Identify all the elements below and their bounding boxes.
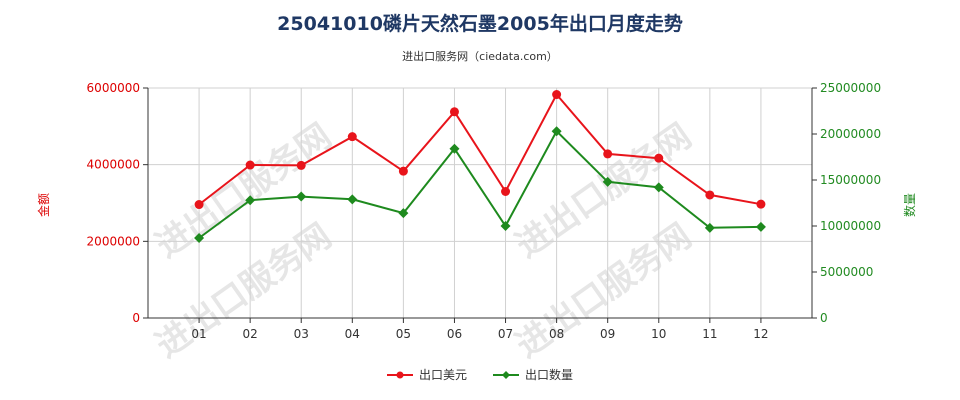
x-tick-label: 11: [702, 327, 717, 341]
data-point-quantity: [704, 222, 715, 233]
x-tick-label: 05: [396, 327, 411, 341]
series-line-quantity: [198, 129, 761, 239]
data-point-quantity: [245, 195, 256, 206]
legend: 出口美元 出口数量: [0, 366, 960, 383]
data-point-amount: [603, 149, 613, 159]
chart-title: 25041010磷片天然石墨2005年出口月度走势: [277, 13, 683, 35]
x-tick-label: 04: [345, 327, 360, 341]
series-line-amount: [198, 92, 762, 206]
data-point-quantity: [653, 182, 664, 193]
data-point-amount: [398, 166, 408, 176]
data-point-amount: [347, 132, 357, 142]
y-axis-label-right: 数量: [902, 193, 917, 217]
legend-item-amount[interactable]: 出口美元: [386, 366, 467, 383]
y-tick-label-right: 20000000: [820, 127, 881, 141]
data-point-amount: [194, 200, 204, 210]
x-tick-label: 09: [600, 327, 615, 341]
legend-marker-amount: [386, 371, 413, 378]
x-tick-label: 08: [549, 327, 564, 341]
legend-label-amount: 出口美元: [418, 368, 467, 382]
y-tick-label-left: 0: [132, 311, 140, 325]
legend-marker-quantity: [493, 370, 519, 379]
data-point-amount: [654, 153, 664, 163]
data-point-amount: [296, 160, 306, 170]
data-point-amount: [449, 107, 459, 117]
axis-layer: 0 2000000 4000000 6000000 金额 0 5000000 10000000…: [36, 81, 917, 341]
data-point-quantity: [347, 194, 358, 205]
series-layer: [194, 90, 766, 243]
x-tick-label: 01: [191, 327, 206, 341]
data-point-quantity: [500, 221, 511, 231]
legend-item-quantity[interactable]: 出口数量: [493, 366, 573, 383]
data-point-quantity: [194, 232, 205, 243]
data-point-quantity: [602, 176, 613, 187]
y-tick-label-left: 6000000: [87, 81, 140, 95]
x-tick-label: 10: [651, 327, 666, 341]
x-tick-label: 02: [243, 327, 258, 341]
data-point-quantity: [398, 208, 409, 219]
data-point-amount: [705, 190, 715, 200]
y-tick-label-left: 4000000: [87, 158, 140, 172]
x-tick-label: 06: [447, 327, 462, 341]
data-point-amount: [552, 90, 562, 100]
chart-subtitle: 进出口服务网（ciedata.com）: [402, 50, 558, 63]
y-axis-label-left: 金额: [36, 193, 51, 217]
data-point-quantity: [296, 191, 307, 202]
y-tick-label-right: 5000000: [820, 265, 873, 279]
y-tick-label-right: 0: [820, 311, 828, 325]
data-point-quantity: [449, 143, 460, 154]
y-tick-label-right: 15000000: [820, 173, 881, 187]
x-tick-label: 07: [498, 327, 513, 341]
y-tick-label-right: 25000000: [820, 81, 881, 95]
legend-label-quantity: 出口数量: [525, 368, 574, 382]
data-point-amount: [756, 199, 766, 209]
data-point-amount: [245, 160, 255, 170]
data-point-quantity: [755, 221, 766, 232]
data-point-quantity: [551, 126, 562, 137]
data-point-amount: [501, 187, 511, 196]
y-tick-label-right: 10000000: [820, 219, 881, 233]
x-tick-label: 03: [294, 327, 309, 341]
y-tick-label-left: 2000000: [87, 234, 140, 248]
x-tick-label: 12: [753, 327, 768, 341]
